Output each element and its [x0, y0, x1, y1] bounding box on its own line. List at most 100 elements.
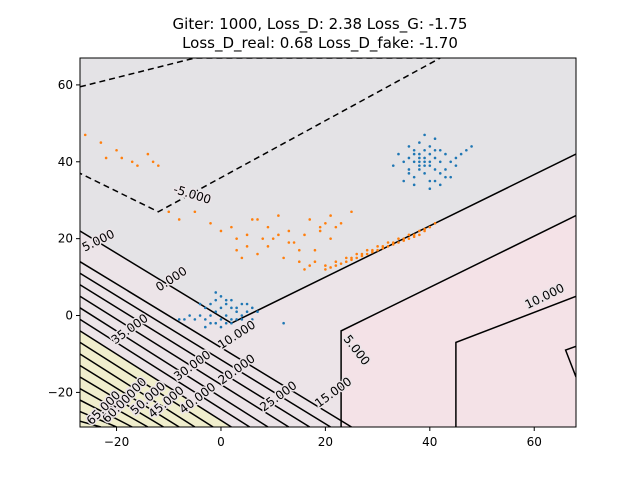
- fake-point-53: [355, 256, 359, 260]
- real-point-87: [204, 325, 207, 329]
- real-point-41: [433, 148, 437, 152]
- fake-point-44: [324, 221, 327, 225]
- real-point-1: [412, 152, 416, 156]
- fake-point-26: [297, 260, 301, 264]
- fake-point-75: [397, 237, 400, 240]
- real-point-76: [235, 318, 238, 321]
- x-tick-label-3: 40: [422, 435, 437, 449]
- real-point-74: [230, 318, 233, 321]
- real-point-10: [423, 172, 426, 175]
- fake-point-64: [371, 250, 374, 254]
- real-point-16: [402, 160, 406, 164]
- real-point-84: [230, 306, 233, 310]
- fill-region-low: [80, 58, 576, 324]
- real-point-73: [224, 321, 228, 325]
- real-point-20: [438, 172, 442, 175]
- real-point-14: [418, 141, 421, 144]
- contour-fills: [80, 58, 576, 427]
- fake-point-37: [261, 237, 265, 240]
- fake-point-80: [334, 260, 338, 264]
- real-point-32: [428, 152, 432, 156]
- real-point-18: [412, 183, 416, 187]
- real-point-55: [230, 321, 233, 325]
- real-point-50: [204, 318, 207, 321]
- real-point-23: [454, 156, 458, 160]
- contour-line-14: [80, 364, 180, 427]
- real-point-7: [444, 152, 447, 156]
- fake-point-8: [157, 164, 160, 167]
- scatter-points: [83, 133, 473, 329]
- real-point-26: [470, 145, 473, 148]
- real-point-51: [209, 314, 212, 317]
- fake-point-83: [371, 248, 374, 252]
- fake-point-6: [146, 152, 150, 156]
- fake-point-55: [376, 248, 379, 252]
- fake-point-9: [104, 156, 108, 160]
- fake-point-87: [412, 233, 416, 237]
- real-point-85: [282, 321, 285, 325]
- real-point-28: [438, 183, 442, 187]
- fake-point-56: [386, 245, 390, 248]
- fake-point-41: [313, 248, 317, 252]
- real-point-72: [219, 325, 223, 329]
- fake-point-62: [350, 258, 353, 262]
- contour-line-13: [80, 353, 196, 427]
- real-point-53: [219, 318, 223, 321]
- real-point-19: [428, 179, 432, 183]
- real-point-63: [214, 298, 218, 302]
- fake-point-46: [177, 218, 181, 221]
- fake-point-74: [386, 241, 390, 244]
- y-tick-label-2: 20: [58, 232, 73, 246]
- real-point-79: [245, 302, 249, 306]
- real-point-86: [177, 318, 181, 321]
- fake-point-28: [318, 229, 322, 233]
- fake-point-30: [308, 218, 312, 221]
- fake-point-68: [412, 235, 416, 239]
- fake-point-63: [360, 254, 364, 258]
- fake-point-79: [324, 264, 327, 267]
- real-point-69: [245, 310, 249, 313]
- fake-point-17: [277, 233, 280, 237]
- fake-point-10: [193, 210, 197, 214]
- real-point-88: [240, 314, 244, 317]
- contour-line-17: [80, 399, 133, 427]
- fake-point-12: [219, 229, 223, 233]
- real-point-66: [230, 298, 233, 302]
- fake-point-21: [245, 233, 249, 237]
- real-point-13: [423, 133, 426, 137]
- fake-point-31: [318, 225, 322, 229]
- real-point-81: [219, 295, 223, 298]
- fake-point-57: [397, 241, 400, 244]
- x-tick-label-2: 20: [318, 435, 333, 449]
- real-point-60: [188, 314, 191, 317]
- contour-line-3: [455, 295, 576, 427]
- real-point-70: [250, 306, 254, 310]
- contour-line-4: [564, 345, 576, 378]
- fake-point-78: [428, 225, 432, 229]
- fake-point-11: [209, 221, 212, 225]
- fake-point-27: [308, 264, 312, 267]
- fake-point-5: [136, 164, 139, 167]
- fake-point-33: [339, 221, 343, 225]
- x-axis: −20 0 20 40 60: [104, 427, 542, 449]
- fake-point-81: [350, 256, 353, 260]
- real-point-57: [240, 318, 244, 321]
- contour-line-0: [80, 58, 441, 213]
- fake-point-69: [423, 229, 426, 233]
- contour-line-11: [80, 330, 232, 427]
- real-point-62: [209, 302, 212, 306]
- real-point-38: [418, 152, 421, 156]
- fake-point-22: [256, 252, 259, 256]
- contour-line-8: [80, 295, 290, 427]
- fake-point-40: [303, 233, 306, 237]
- real-point-8: [418, 168, 421, 171]
- fake-point-72: [365, 248, 369, 252]
- fake-point-13: [235, 237, 238, 240]
- real-point-17: [402, 179, 406, 183]
- fake-point-0: [83, 133, 87, 137]
- real-point-4: [428, 164, 432, 167]
- contour-line-15: [80, 376, 164, 427]
- real-point-78: [198, 302, 202, 306]
- fake-point-36: [240, 256, 244, 260]
- real-point-11: [428, 145, 432, 148]
